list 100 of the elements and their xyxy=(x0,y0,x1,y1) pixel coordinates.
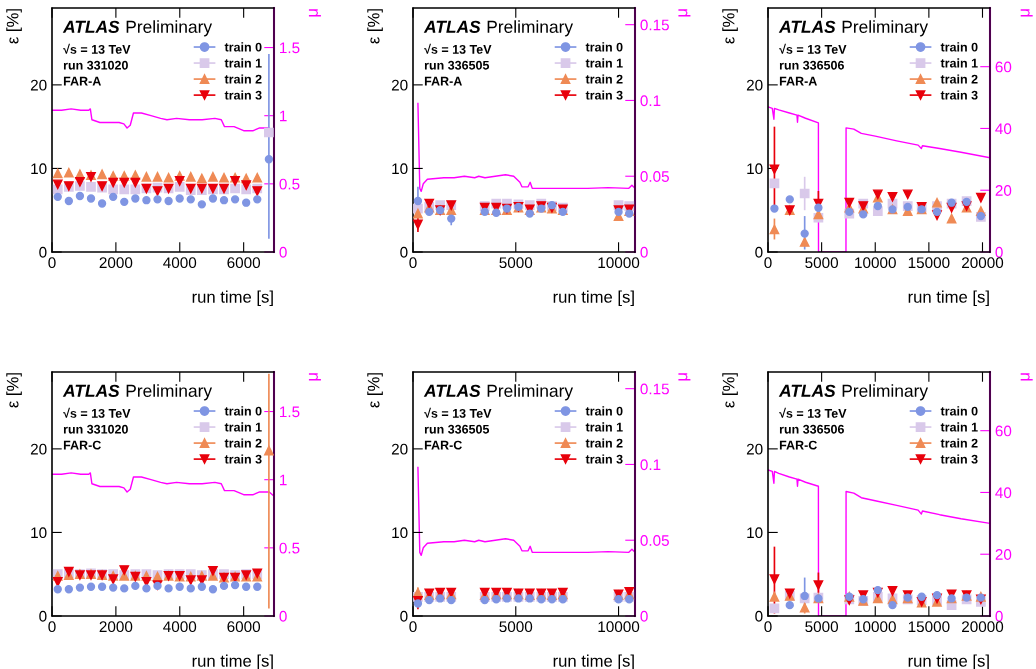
y-tick-label: 0 xyxy=(755,610,763,622)
annotation: √s = 13 TeV xyxy=(424,43,492,54)
y2-tick-label: 0 xyxy=(279,246,287,258)
legend-label: train 2 xyxy=(585,74,623,84)
annotation: Preliminary xyxy=(126,20,213,37)
y2-tick-label: 20 xyxy=(995,549,1012,560)
y-axis-title: ε [%] xyxy=(722,373,738,408)
x-tick-label: 4000 xyxy=(163,621,197,633)
legend-label: train 3 xyxy=(940,90,978,100)
annotation: ATLAS xyxy=(423,20,481,33)
annotation: FAR-C xyxy=(779,440,817,450)
y2-tick-label: 60 xyxy=(995,61,1012,73)
x-tick-label: 15000 xyxy=(908,621,950,633)
x-tick-label: 20000 xyxy=(962,257,1004,269)
annotation: ATLAS xyxy=(62,20,120,33)
legend-label: train 1 xyxy=(224,422,262,432)
annotation: FAR-A xyxy=(424,76,462,86)
x-tick-label: 5000 xyxy=(499,257,533,269)
annotation: √s = 13 TeV xyxy=(63,43,131,54)
annotation: Preliminary xyxy=(842,20,929,37)
y2-tick-label: 0.15 xyxy=(640,19,669,31)
y2-axis-title: μ xyxy=(1020,9,1033,17)
y2-tick-label: 0.1 xyxy=(640,459,661,471)
annotation: Preliminary xyxy=(487,20,574,37)
y2-tick-label: 40 xyxy=(995,487,1012,499)
y2-tick-label: 1.5 xyxy=(280,406,300,418)
y-axis-title: ε [%] xyxy=(722,9,738,44)
legend-label: train 3 xyxy=(940,454,978,464)
y-tick-label: 10 xyxy=(747,163,763,175)
y-tick-label: 0 xyxy=(39,246,47,258)
annotation: Preliminary xyxy=(842,384,929,401)
annotation: Preliminary xyxy=(487,384,574,401)
annotation: FAR-C xyxy=(63,440,101,450)
x-tick-label: 0 xyxy=(409,621,417,633)
x-tick-label: 5000 xyxy=(499,621,533,633)
annotation: FAR-A xyxy=(63,76,101,86)
x-tick-label: 6000 xyxy=(227,621,261,633)
y2-tick-label: 20 xyxy=(995,185,1012,196)
legend-label: train 2 xyxy=(224,438,262,448)
y2-tick-label: 0.1 xyxy=(640,95,661,107)
y-axis-title: ε [%] xyxy=(367,9,383,44)
x-axis-title: run time [s] xyxy=(553,290,634,307)
y-tick-label: 20 xyxy=(746,443,763,455)
x-tick-label: 10000 xyxy=(598,257,640,269)
y-tick-label: 10 xyxy=(392,163,408,175)
y2-tick-label: 60 xyxy=(995,425,1012,437)
y2-tick-label: 0 xyxy=(995,246,1003,258)
y2-tick-label: 0 xyxy=(640,246,648,258)
y-tick-label: 0 xyxy=(755,246,763,258)
annotation: √s = 13 TeV xyxy=(779,407,847,418)
annotation: ATLAS xyxy=(62,384,120,397)
x-tick-label: 6000 xyxy=(227,257,261,269)
y2-tick-label: 0 xyxy=(279,610,287,622)
legend-label: train 1 xyxy=(585,422,623,432)
x-tick-label: 0 xyxy=(764,621,772,633)
y-axis-title: ε [%] xyxy=(367,373,383,408)
y-tick-label: 20 xyxy=(30,79,47,91)
legend-label: train 0 xyxy=(224,406,262,416)
legend-label: train 2 xyxy=(585,438,623,448)
legend-label: train 3 xyxy=(585,90,623,100)
y-tick-label: 0 xyxy=(400,246,408,258)
annotation: Preliminary xyxy=(126,384,213,401)
y-axis-title: ε [%] xyxy=(6,9,22,44)
x-tick-label: 10000 xyxy=(855,621,896,633)
annotation: run 331020 xyxy=(63,424,128,434)
y2-tick-label: 1 xyxy=(280,474,287,486)
legend-label: train 2 xyxy=(940,438,978,448)
y-tick-label: 20 xyxy=(391,443,408,455)
x-tick-label: 0 xyxy=(48,257,56,269)
legend-label: train 1 xyxy=(585,58,623,68)
legend-label: train 3 xyxy=(224,454,262,464)
y-tick-label: 20 xyxy=(746,79,763,91)
legend-label: train 1 xyxy=(224,58,262,68)
y-tick-label: 0 xyxy=(39,610,47,622)
x-axis-title: run time [s] xyxy=(908,290,989,307)
y2-axis-title: μ xyxy=(678,9,691,17)
annotation: ATLAS xyxy=(423,384,481,397)
y2-tick-label: 0 xyxy=(995,610,1003,622)
legend-label: train 3 xyxy=(585,454,623,464)
y2-tick-label: 0.15 xyxy=(640,383,669,395)
legend-label: train 0 xyxy=(585,406,623,416)
y2-tick-label: 0.5 xyxy=(279,178,300,190)
x-tick-label: 10000 xyxy=(855,257,896,269)
x-tick-label: 5000 xyxy=(805,621,839,633)
y2-tick-label: 1 xyxy=(280,110,287,122)
x-tick-label: 4000 xyxy=(163,257,197,269)
annotation: run 336505 xyxy=(424,60,490,70)
y2-tick-label: 0.05 xyxy=(640,171,669,182)
y2-axis-title: μ xyxy=(308,373,321,381)
legend-label: train 0 xyxy=(585,42,623,52)
x-tick-label: 0 xyxy=(409,257,417,269)
y2-tick-label: 0.5 xyxy=(279,542,300,554)
y2-tick-label: 40 xyxy=(995,123,1012,135)
x-tick-label: 2000 xyxy=(99,257,133,269)
x-tick-label: 2000 xyxy=(99,621,133,633)
y2-tick-label: 1.5 xyxy=(280,42,300,54)
y-tick-label: 10 xyxy=(31,527,47,539)
x-tick-label: 15000 xyxy=(908,257,950,269)
y2-axis-title: μ xyxy=(678,373,691,381)
y-tick-label: 20 xyxy=(391,79,408,91)
